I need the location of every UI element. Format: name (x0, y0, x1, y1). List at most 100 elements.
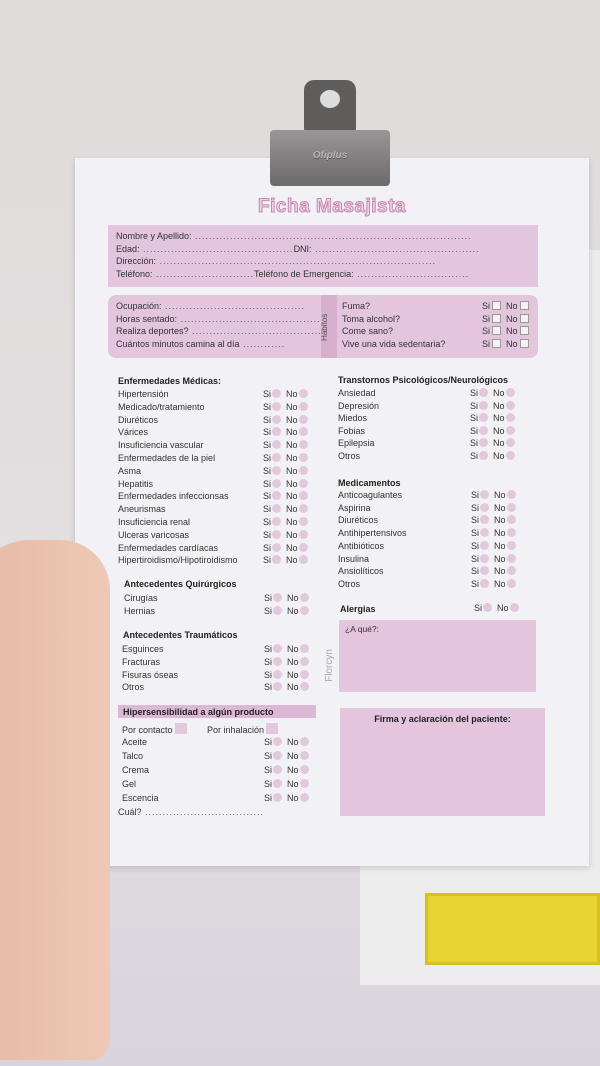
yes-checkbox[interactable] (492, 313, 502, 323)
no-radio[interactable] (298, 542, 308, 552)
yes-radio[interactable] (480, 515, 490, 525)
yes-radio[interactable] (272, 491, 282, 501)
yes-radio[interactable] (479, 425, 489, 435)
no-radio[interactable] (298, 491, 308, 501)
no-radio[interactable] (299, 593, 309, 602)
yes-radio[interactable] (479, 413, 489, 423)
field-edad-dni[interactable]: Edad: ..................................… (116, 243, 480, 254)
yes-radio[interactable] (272, 555, 282, 565)
no-checkbox[interactable] (519, 339, 529, 349)
yes-radio[interactable] (272, 465, 282, 475)
yes-radio[interactable] (479, 438, 489, 448)
allergies-yes-no[interactable]: Si No (474, 603, 519, 615)
no-radio[interactable] (298, 401, 308, 411)
no-checkbox[interactable] (519, 326, 529, 336)
field-minutos[interactable]: Cuántos minutos camina al día ..........… (116, 339, 286, 350)
no-radio[interactable] (298, 517, 308, 526)
no-radio[interactable] (299, 669, 309, 679)
field-nombre[interactable]: Nombre y Apellido: .....................… (116, 231, 472, 241)
no-radio[interactable] (299, 656, 309, 666)
signature-box[interactable]: Firma y aclaración del paciente: (340, 708, 545, 816)
no-radio[interactable] (299, 682, 309, 692)
no-radio[interactable] (506, 540, 516, 550)
no-radio[interactable] (506, 502, 516, 512)
yes-radio[interactable] (273, 593, 283, 602)
no-radio[interactable] (506, 490, 516, 499)
hyper-inhalation-option[interactable]: Por inhalación (207, 723, 279, 735)
field-direccion[interactable]: Dirección: .............................… (116, 256, 437, 267)
no-radio[interactable] (299, 793, 309, 802)
no-radio[interactable] (505, 451, 515, 460)
yes-radio[interactable] (480, 540, 490, 550)
yes-radio[interactable] (479, 451, 489, 460)
inhalation-checkbox[interactable] (266, 723, 279, 734)
no-radio[interactable] (299, 737, 309, 746)
yes-radio[interactable] (273, 751, 283, 760)
field-deportes[interactable]: Realiza deportes? ......................… (116, 326, 333, 337)
field-horas[interactable]: Horas sentado: .........................… (116, 313, 321, 324)
no-radio[interactable] (299, 765, 309, 774)
yes-radio[interactable] (480, 578, 490, 588)
yes-radio[interactable] (273, 779, 283, 788)
no-radio[interactable] (506, 578, 516, 588)
yes-radio[interactable] (272, 529, 282, 539)
yes-radio[interactable] (480, 528, 490, 538)
yes-radio[interactable] (480, 566, 490, 576)
yes-checkbox[interactable] (492, 339, 502, 349)
no-radio[interactable] (298, 427, 308, 437)
contact-checkbox[interactable] (174, 723, 187, 734)
no-checkbox[interactable] (519, 301, 529, 310)
no-radio[interactable] (298, 453, 308, 462)
yes-radio[interactable] (272, 517, 282, 526)
no-radio[interactable] (506, 566, 516, 576)
no-radio[interactable] (298, 389, 308, 398)
no-radio[interactable] (298, 504, 308, 514)
no-radio[interactable] (299, 605, 309, 615)
no-radio[interactable] (505, 438, 515, 448)
allergies-what-field[interactable]: ¿A qué?: (339, 620, 536, 692)
yes-radio[interactable] (479, 400, 489, 410)
no-radio[interactable] (298, 529, 308, 539)
field-ocupacion[interactable]: Ocupación: .............................… (116, 301, 306, 311)
no-radio[interactable] (298, 414, 308, 424)
no-checkbox[interactable] (519, 313, 529, 323)
no-radio[interactable] (505, 400, 515, 410)
yes-radio[interactable] (273, 644, 283, 653)
yes-radio[interactable] (480, 502, 490, 512)
field-cual[interactable]: Cuál? .................................. (118, 807, 265, 817)
no-radio[interactable] (298, 465, 308, 475)
no-radio[interactable] (299, 644, 309, 653)
yes-radio[interactable] (273, 737, 283, 746)
yes-radio[interactable] (272, 504, 282, 514)
yes-checkbox[interactable] (492, 326, 502, 336)
yes-radio[interactable] (273, 793, 283, 802)
no-radio[interactable] (298, 555, 308, 565)
no-radio[interactable] (298, 478, 308, 488)
no-radio[interactable] (506, 515, 516, 525)
no-radio[interactable] (506, 528, 516, 538)
yes-radio[interactable] (480, 490, 490, 499)
yes-radio[interactable] (272, 389, 282, 398)
no-radio[interactable] (299, 751, 309, 760)
yes-radio[interactable] (273, 669, 283, 679)
no-radio[interactable] (505, 425, 515, 435)
yes-radio[interactable] (273, 605, 283, 615)
hyper-contact-option[interactable]: Por contacto (122, 723, 187, 735)
yes-radio[interactable] (272, 542, 282, 552)
yes-radio[interactable] (483, 603, 493, 612)
no-radio[interactable] (298, 440, 308, 450)
no-radio[interactable] (505, 388, 515, 397)
yes-radio[interactable] (479, 388, 489, 397)
yes-radio[interactable] (272, 427, 282, 437)
no-radio[interactable] (509, 603, 519, 612)
yes-radio[interactable] (273, 682, 283, 692)
yes-radio[interactable] (272, 440, 282, 450)
yes-radio[interactable] (272, 401, 282, 411)
no-radio[interactable] (505, 413, 515, 423)
no-radio[interactable] (506, 553, 516, 563)
no-radio[interactable] (299, 779, 309, 788)
yes-radio[interactable] (272, 453, 282, 462)
yes-radio[interactable] (272, 478, 282, 488)
field-telefono[interactable]: Teléfono: ............................Te… (116, 269, 470, 280)
yes-radio[interactable] (273, 656, 283, 666)
